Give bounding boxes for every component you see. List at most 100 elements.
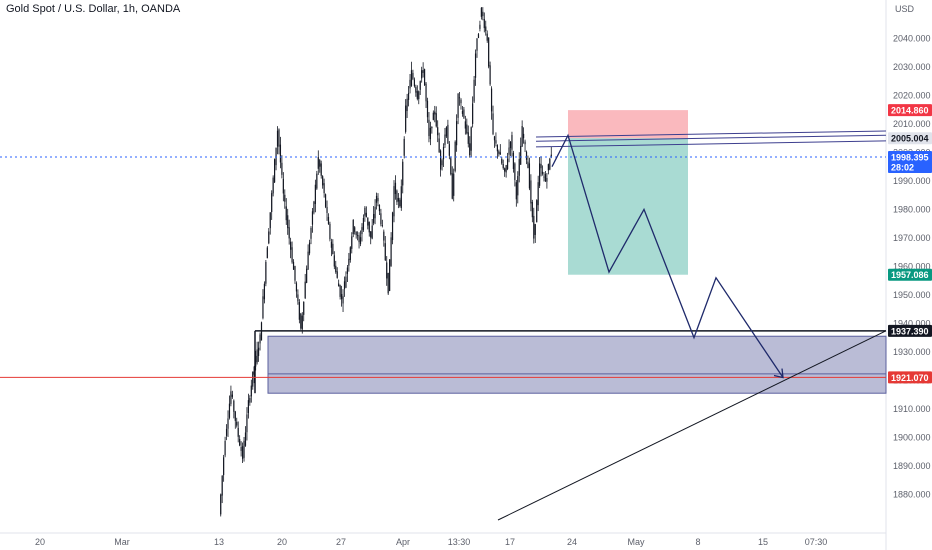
- candle-body: [268, 231, 270, 244]
- candle-body: [351, 236, 353, 249]
- candle-body: [278, 129, 280, 147]
- candle-body: [316, 173, 318, 189]
- candle-body: [448, 144, 450, 156]
- candle-body: [246, 414, 248, 433]
- candle-body: [284, 194, 286, 202]
- candle-body: [549, 158, 551, 170]
- support-black-price-tag: [888, 324, 932, 337]
- candle-body: [295, 283, 298, 292]
- resistance-channel-line[interactable]: [535, 134, 887, 142]
- candle-body: [326, 206, 328, 213]
- candle-body: [451, 173, 453, 199]
- support-red-price-tag-label: 1921.070: [891, 373, 929, 383]
- demand-zone[interactable]: [267, 335, 887, 394]
- stop-price-tag-label: 2014.860: [891, 106, 929, 116]
- candle-body: [508, 147, 510, 155]
- candle-body: [390, 237, 392, 266]
- candle-body: [479, 24, 481, 29]
- candle-body: [450, 158, 452, 175]
- candle-body: [435, 113, 437, 127]
- y-tick-label: 1910.000: [893, 404, 931, 414]
- candle-body: [240, 446, 242, 451]
- candle-body: [530, 180, 532, 204]
- candle-body: [224, 440, 226, 456]
- y-tick-label: 2010.000: [893, 119, 931, 129]
- candle-body: [310, 228, 312, 239]
- candle-body: [263, 283, 266, 300]
- candle-body: [496, 145, 498, 152]
- candle-body: [339, 285, 341, 297]
- candle-body: [259, 334, 261, 344]
- candle-body: [275, 147, 277, 166]
- candle-body: [428, 119, 430, 137]
- candle-body: [300, 313, 302, 329]
- candle-body: [378, 205, 381, 212]
- resistance-channel-line[interactable]: [535, 130, 887, 138]
- candle-body: [460, 99, 462, 104]
- candle-body: [426, 100, 429, 118]
- y-tick-label: 1880.000: [893, 489, 931, 499]
- x-tick-label: 13:30: [448, 537, 471, 547]
- entry-price-tag: [888, 132, 932, 145]
- candle-body: [394, 182, 397, 195]
- candle-body: [418, 91, 420, 100]
- candle-body: [539, 163, 541, 186]
- candle-body: [340, 294, 343, 300]
- candle-body: [477, 34, 480, 38]
- candle-body: [313, 201, 315, 213]
- candle-body: [301, 315, 303, 330]
- projection-path[interactable]: [551, 133, 784, 378]
- candle-body: [358, 235, 360, 243]
- candle-body: [389, 259, 391, 291]
- candle-body: [368, 221, 370, 233]
- candle-body: [332, 243, 334, 255]
- candle-body: [533, 215, 535, 239]
- candle-body: [287, 215, 289, 229]
- candle-body: [425, 83, 427, 102]
- candle-body: [469, 143, 471, 156]
- candle-body: [274, 159, 276, 183]
- candle-body: [412, 72, 414, 79]
- candle-body: [362, 218, 365, 230]
- candle-body: [403, 138, 405, 156]
- candle-body: [303, 301, 305, 315]
- candle-body: [431, 126, 433, 129]
- candle-body: [375, 195, 378, 203]
- candle-body: [514, 163, 516, 181]
- candle-body: [501, 158, 503, 164]
- candle-body: [407, 92, 410, 100]
- candle-body: [271, 193, 273, 212]
- candle-body: [525, 151, 528, 160]
- candle-body: [233, 400, 235, 412]
- resistance-channel-line[interactable]: [535, 140, 887, 148]
- candle-body: [220, 494, 222, 515]
- candle-body: [393, 186, 395, 217]
- candle-body: [367, 217, 369, 226]
- stop-loss-zone[interactable]: [568, 110, 688, 139]
- candle-body: [279, 144, 282, 163]
- candle-body: [243, 440, 245, 458]
- countdown-tag-label: 28:02: [891, 163, 914, 173]
- candle-body: [498, 151, 500, 154]
- candle-body: [391, 212, 394, 241]
- candle-body: [441, 160, 443, 166]
- candle-body: [292, 261, 295, 270]
- candle-body: [464, 121, 466, 129]
- candle-body: [546, 178, 548, 182]
- candle-body: [429, 127, 432, 140]
- candle-body: [249, 397, 251, 403]
- target-price-tag: [888, 268, 932, 281]
- candle-body: [221, 475, 223, 496]
- candle-body: [413, 79, 415, 87]
- candle-body: [544, 174, 547, 182]
- take-profit-zone[interactable]: [568, 138, 688, 275]
- x-tick-label: Apr: [396, 537, 410, 547]
- candle-body: [463, 109, 465, 118]
- candle-body: [257, 347, 260, 356]
- candle-body: [461, 110, 464, 114]
- candle-body: [495, 140, 497, 144]
- candle-body: [409, 79, 411, 89]
- y-tick-label: 2030.000: [893, 62, 931, 72]
- trendline[interactable]: [497, 330, 887, 521]
